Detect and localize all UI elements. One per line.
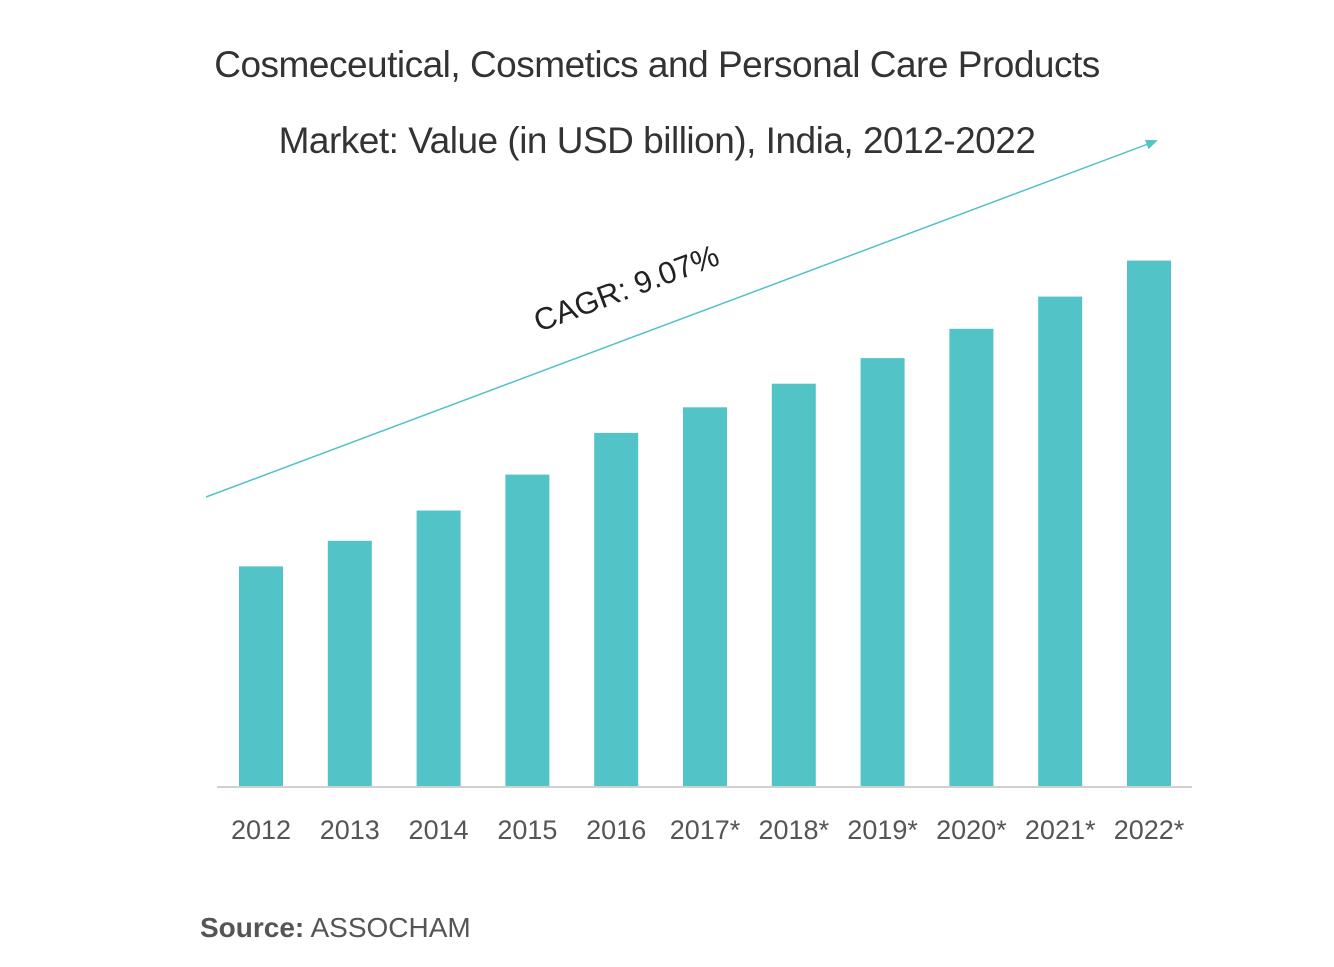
bar-2014 bbox=[416, 510, 461, 787]
x-tick-label: 2013 bbox=[320, 815, 380, 845]
source-value: ASSOCHAM bbox=[310, 912, 471, 943]
bar-2017-forecast bbox=[683, 407, 727, 787]
x-tick-label: 2016 bbox=[586, 815, 646, 845]
x-tick-label: 2018* bbox=[759, 815, 830, 845]
bar-2019-forecast bbox=[860, 358, 905, 787]
chart-title-line-2: Market: Value (in USD billion), India, 2… bbox=[278, 120, 1036, 161]
source-note: Source: ASSOCHAM bbox=[200, 912, 471, 944]
x-tick-label: 2019* bbox=[847, 815, 918, 845]
x-tick-label: 2014 bbox=[409, 815, 469, 845]
x-tick-label: 2021* bbox=[1025, 815, 1096, 845]
x-axis-ticks: 2012 2013 2014 2015 2016 2017* 2018* 2019* 2020*… bbox=[231, 815, 1185, 845]
source-label: Source: bbox=[200, 912, 305, 943]
x-tick-label: 2020* bbox=[936, 815, 1007, 845]
x-tick-label: 2012 bbox=[231, 815, 291, 845]
x-tick-label: 2017* bbox=[670, 815, 741, 845]
x-tick-label: 2022* bbox=[1114, 815, 1185, 845]
bar-2021-forecast bbox=[1038, 296, 1083, 787]
bar-2020-forecast bbox=[949, 328, 994, 787]
bars-group bbox=[239, 260, 1171, 788]
chart-title-line-1: Cosmeceutical, Cosmetics and Personal Ca… bbox=[214, 44, 1100, 85]
cagr-annotation: CAGR: 9.07% bbox=[529, 238, 724, 339]
cagr-trend-arrow bbox=[205, 139, 1158, 498]
bar-2018-forecast bbox=[771, 383, 816, 787]
bar-2013 bbox=[327, 540, 372, 787]
bar-2022-forecast bbox=[1127, 260, 1171, 788]
bar-2015 bbox=[505, 474, 550, 787]
bar-2016 bbox=[594, 432, 639, 787]
bar-2012 bbox=[239, 566, 283, 787]
x-tick-label: 2015 bbox=[497, 815, 557, 845]
